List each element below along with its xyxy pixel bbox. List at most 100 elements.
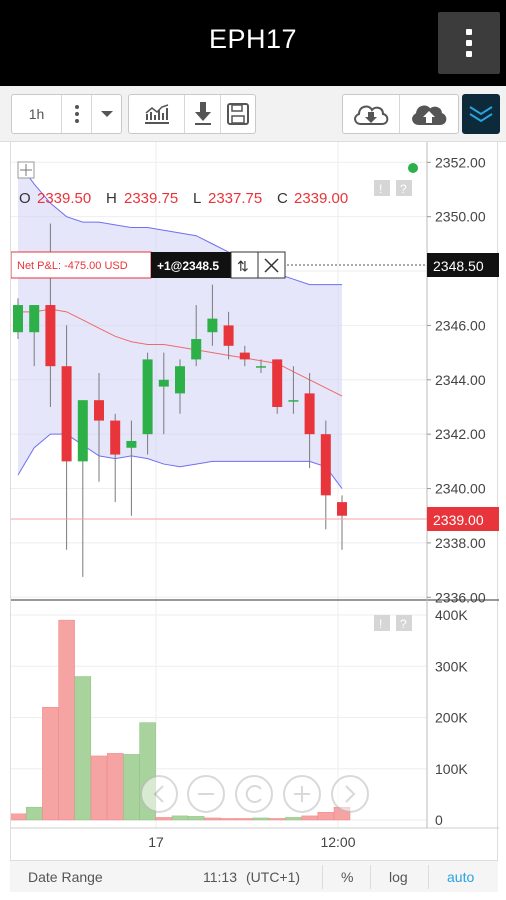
zoom-out-button[interactable]	[187, 775, 225, 813]
volume-bar	[285, 817, 302, 821]
ohlc-o-label: O	[19, 190, 31, 207]
y-tick-label: 2350.00	[435, 209, 486, 225]
ohlc-c-label: C	[277, 190, 288, 207]
app-bar: EPH17	[0, 0, 506, 86]
y-tick-label: 2338.00	[435, 535, 486, 551]
last-price-label: 2339.00	[433, 512, 484, 528]
date-range-button[interactable]: Date Range	[28, 869, 103, 885]
ohlc-o-value: 2339.50	[37, 190, 91, 207]
close-position-button[interactable]	[257, 251, 286, 279]
live-indicator	[408, 163, 418, 173]
volume-bar	[236, 818, 254, 821]
volume-bar	[301, 815, 318, 821]
volume-tick-label: 300K	[435, 658, 468, 674]
volume-tick-label: 200K	[435, 710, 468, 726]
save-icon[interactable]	[221, 95, 255, 133]
chevron-down-icon[interactable]	[92, 95, 121, 133]
collapse-icon[interactable]	[463, 95, 499, 133]
candle-body	[61, 366, 72, 462]
reset-button[interactable]	[235, 775, 273, 813]
more-vert-icon-dot	[466, 40, 472, 46]
volume-bar	[90, 755, 108, 821]
volume-bar	[317, 812, 335, 821]
pan-left-button[interactable]	[140, 775, 178, 813]
last-price-tag	[427, 507, 499, 531]
volume-bar	[268, 818, 286, 821]
candle-body	[207, 318, 218, 333]
pl-box	[10, 251, 152, 279]
interval-group: 1h	[11, 94, 122, 134]
candle-body	[94, 400, 104, 421]
crosshair-icon[interactable]	[17, 161, 35, 179]
candle-body	[126, 440, 137, 448]
interval-button[interactable]: 1h	[12, 95, 62, 133]
candle-body	[191, 339, 202, 360]
position-price-tag	[427, 253, 499, 277]
download-icon[interactable]	[185, 95, 221, 133]
cloud-download-icon[interactable]	[343, 95, 400, 133]
cloud-upload-icon[interactable]	[400, 95, 458, 133]
y-tick-label: 2340.00	[435, 481, 486, 497]
candle-body	[77, 400, 88, 462]
qty-box[interactable]	[151, 252, 231, 278]
svg-text:!: !	[379, 182, 382, 196]
chart-canvas[interactable]: 2352.002350.002348.002346.002344.002342.…	[9, 142, 499, 860]
divider	[428, 865, 429, 889]
svg-text:!: !	[379, 617, 382, 631]
chart-navigation	[140, 775, 369, 813]
auto-scale-toggle[interactable]: auto	[447, 869, 475, 885]
volume-bar	[187, 816, 205, 821]
candle-body	[13, 305, 23, 333]
candle-body	[45, 305, 56, 367]
y-tick-label: 2336.00	[435, 589, 486, 605]
volume-tick-label: 0	[435, 812, 443, 828]
y-tick-label: 2352.00	[435, 154, 486, 170]
studies-icon[interactable]	[129, 95, 185, 133]
volume-bar	[171, 815, 189, 821]
log-toggle[interactable]: log	[389, 869, 408, 885]
zoom-in-button[interactable]	[283, 775, 321, 813]
candles	[11, 223, 427, 577]
candle-body	[337, 502, 347, 516]
candle-body	[175, 366, 185, 394]
pan-right-button[interactable]	[331, 775, 369, 813]
candle-body	[320, 434, 331, 496]
cloud-group	[342, 94, 459, 134]
close-icon	[264, 258, 279, 273]
volume-bar	[106, 753, 124, 821]
svg-text:?: ?	[400, 182, 407, 196]
x-tick-label: 17	[148, 834, 164, 850]
divider	[322, 865, 323, 889]
volume-bar	[204, 817, 221, 821]
volume-bar	[58, 619, 75, 821]
volume-bar	[155, 817, 173, 821]
position-price-label: 2348.50	[433, 258, 484, 274]
more-menu-button[interactable]	[438, 12, 500, 74]
band-lower-line	[17, 433, 343, 489]
clock-timezone[interactable]: (UTC+1)	[246, 869, 301, 885]
axes: 2352.002350.002348.002346.002344.002342.…	[148, 154, 486, 850]
volume-settings-icon[interactable]: ! ?	[374, 615, 412, 631]
qty-label: +1@2348.5	[157, 259, 219, 273]
volume-bar	[220, 818, 237, 821]
y-tick-label: 2344.00	[435, 372, 486, 388]
ohlc-l-label: L	[193, 190, 201, 207]
volume-bar	[252, 817, 270, 821]
candle-body	[142, 359, 153, 435]
volume-bar	[9, 813, 27, 821]
reverse-icon: ⇅	[237, 258, 249, 274]
band-upper-line	[17, 162, 342, 286]
more-vert-icon	[466, 29, 472, 35]
reverse-position-button[interactable]	[230, 251, 259, 279]
volume-bar	[123, 754, 140, 821]
chart-area[interactable]: 2352.002350.002348.002346.002344.002342.…	[9, 142, 499, 860]
panel-settings-icon[interactable]: ! ?	[374, 180, 412, 196]
ohlc-h-label: H	[106, 190, 117, 207]
percent-toggle[interactable]: %	[341, 869, 354, 885]
volume-bar	[25, 806, 43, 821]
bottom-bar: Date Range 11:13 (UTC+1) % log auto	[10, 860, 498, 892]
y-tick-label: 2346.00	[435, 317, 486, 333]
volume-bar	[42, 707, 59, 821]
more-vert-icon[interactable]	[62, 95, 92, 133]
candle-body	[158, 379, 169, 387]
